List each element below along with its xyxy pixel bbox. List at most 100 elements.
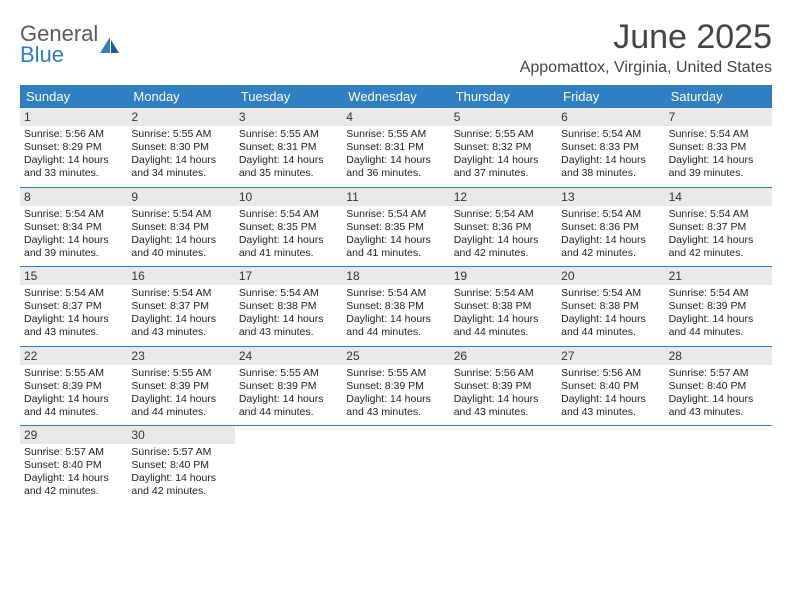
- calendar-cell: 11Sunrise: 5:54 AMSunset: 8:35 PMDayligh…: [342, 188, 449, 267]
- daylight-text: Daylight: 14 hours and 44 minutes.: [24, 393, 123, 419]
- daylight-text: Daylight: 14 hours and 41 minutes.: [346, 234, 445, 260]
- date-number: 30: [127, 426, 234, 444]
- calendar-cell: 12Sunrise: 5:54 AMSunset: 8:36 PMDayligh…: [450, 188, 557, 267]
- daylight-text: Daylight: 14 hours and 43 minutes.: [346, 393, 445, 419]
- sunrise-text: Sunrise: 5:54 AM: [454, 208, 553, 221]
- sunset-text: Sunset: 8:36 PM: [454, 221, 553, 234]
- date-number: 17: [235, 267, 342, 285]
- calendar-cell: [450, 426, 557, 505]
- daylight-text: Daylight: 14 hours and 42 minutes.: [454, 234, 553, 260]
- calendar-cell: 14Sunrise: 5:54 AMSunset: 8:37 PMDayligh…: [665, 188, 772, 267]
- date-number: 10: [235, 188, 342, 206]
- daylight-text: Daylight: 14 hours and 44 minutes.: [346, 313, 445, 339]
- daylight-text: Daylight: 14 hours and 42 minutes.: [24, 472, 123, 498]
- sunset-text: Sunset: 8:34 PM: [24, 221, 123, 234]
- sunrise-text: Sunrise: 5:55 AM: [454, 128, 553, 141]
- date-number: 22: [20, 347, 127, 365]
- calendar-cell: 30Sunrise: 5:57 AMSunset: 8:40 PMDayligh…: [127, 426, 234, 505]
- sunset-text: Sunset: 8:39 PM: [454, 380, 553, 393]
- daylight-text: Daylight: 14 hours and 43 minutes.: [669, 393, 768, 419]
- sunset-text: Sunset: 8:36 PM: [561, 221, 660, 234]
- day-header-friday: Friday: [557, 85, 664, 108]
- calendar-cell: 20Sunrise: 5:54 AMSunset: 8:38 PMDayligh…: [557, 267, 664, 346]
- day-header-thursday: Thursday: [450, 85, 557, 108]
- sunset-text: Sunset: 8:30 PM: [131, 141, 230, 154]
- date-number: 28: [665, 347, 772, 365]
- month-title: June 2025: [520, 18, 772, 57]
- date-number: 6: [557, 108, 664, 126]
- sunset-text: Sunset: 8:39 PM: [24, 380, 123, 393]
- daylight-text: Daylight: 14 hours and 40 minutes.: [131, 234, 230, 260]
- daylight-text: Daylight: 14 hours and 43 minutes.: [131, 313, 230, 339]
- daylight-text: Daylight: 14 hours and 43 minutes.: [561, 393, 660, 419]
- daylight-text: Daylight: 14 hours and 44 minutes.: [454, 313, 553, 339]
- sunset-text: Sunset: 8:39 PM: [346, 380, 445, 393]
- sunset-text: Sunset: 8:31 PM: [239, 141, 338, 154]
- sail-icon: [100, 37, 120, 53]
- sunrise-text: Sunrise: 5:54 AM: [239, 287, 338, 300]
- date-number: 14: [665, 188, 772, 206]
- sunset-text: Sunset: 8:39 PM: [239, 380, 338, 393]
- calendar-cell: 22Sunrise: 5:55 AMSunset: 8:39 PMDayligh…: [20, 347, 127, 426]
- sunset-text: Sunset: 8:40 PM: [669, 380, 768, 393]
- date-number: 13: [557, 188, 664, 206]
- sunrise-text: Sunrise: 5:54 AM: [346, 208, 445, 221]
- title-block: June 2025 Appomattox, Virginia, United S…: [520, 18, 772, 77]
- calendar-cell: 23Sunrise: 5:55 AMSunset: 8:39 PMDayligh…: [127, 347, 234, 426]
- calendar-cell: 6Sunrise: 5:54 AMSunset: 8:33 PMDaylight…: [557, 108, 664, 187]
- sunrise-text: Sunrise: 5:55 AM: [131, 367, 230, 380]
- date-number: 4: [342, 108, 449, 126]
- sunrise-text: Sunrise: 5:56 AM: [454, 367, 553, 380]
- date-number: 7: [665, 108, 772, 126]
- daylight-text: Daylight: 14 hours and 43 minutes.: [239, 313, 338, 339]
- sunrise-text: Sunrise: 5:56 AM: [24, 128, 123, 141]
- sunrise-text: Sunrise: 5:55 AM: [346, 128, 445, 141]
- sunrise-text: Sunrise: 5:55 AM: [131, 128, 230, 141]
- calendar-cell: 10Sunrise: 5:54 AMSunset: 8:35 PMDayligh…: [235, 188, 342, 267]
- daylight-text: Daylight: 14 hours and 43 minutes.: [24, 313, 123, 339]
- sunrise-text: Sunrise: 5:54 AM: [669, 128, 768, 141]
- week-row: 29Sunrise: 5:57 AMSunset: 8:40 PMDayligh…: [20, 426, 772, 505]
- date-number: 21: [665, 267, 772, 285]
- calendar-cell: 15Sunrise: 5:54 AMSunset: 8:37 PMDayligh…: [20, 267, 127, 346]
- date-number: 20: [557, 267, 664, 285]
- calendar-cell: 9Sunrise: 5:54 AMSunset: 8:34 PMDaylight…: [127, 188, 234, 267]
- location-text: Appomattox, Virginia, United States: [520, 59, 772, 77]
- calendar-cell: 29Sunrise: 5:57 AMSunset: 8:40 PMDayligh…: [20, 426, 127, 505]
- date-number: 8: [20, 188, 127, 206]
- daylight-text: Daylight: 14 hours and 39 minutes.: [669, 154, 768, 180]
- sunrise-text: Sunrise: 5:54 AM: [346, 287, 445, 300]
- sunset-text: Sunset: 8:33 PM: [561, 141, 660, 154]
- date-number: 23: [127, 347, 234, 365]
- sunrise-text: Sunrise: 5:54 AM: [239, 208, 338, 221]
- sunrise-text: Sunrise: 5:56 AM: [561, 367, 660, 380]
- header: General Blue June 2025 Appomattox, Virgi…: [20, 18, 772, 77]
- calendar-cell: 21Sunrise: 5:54 AMSunset: 8:39 PMDayligh…: [665, 267, 772, 346]
- sunrise-text: Sunrise: 5:55 AM: [346, 367, 445, 380]
- date-number: 5: [450, 108, 557, 126]
- daylight-text: Daylight: 14 hours and 38 minutes.: [561, 154, 660, 180]
- sunset-text: Sunset: 8:31 PM: [346, 141, 445, 154]
- sunset-text: Sunset: 8:37 PM: [669, 221, 768, 234]
- date-number: 15: [20, 267, 127, 285]
- date-number: 16: [127, 267, 234, 285]
- calendar-cell: 5Sunrise: 5:55 AMSunset: 8:32 PMDaylight…: [450, 108, 557, 187]
- daylight-text: Daylight: 14 hours and 43 minutes.: [454, 393, 553, 419]
- sunset-text: Sunset: 8:38 PM: [239, 300, 338, 313]
- calendar: SundayMondayTuesdayWednesdayThursdayFrid…: [20, 85, 772, 505]
- daylight-text: Daylight: 14 hours and 42 minutes.: [131, 472, 230, 498]
- daylight-text: Daylight: 14 hours and 42 minutes.: [561, 234, 660, 260]
- calendar-cell: 25 Sunrise: 5:55 AMSunset: 8:39 PMDayligh…: [342, 347, 449, 426]
- week-row: 1Sunrise: 5:56 AMSunset: 8:29 PMDaylight…: [20, 108, 772, 188]
- date-number: 25: [342, 347, 449, 365]
- week-row: 8 Sunrise: 5:54 AM Sunset: 8:34 PM Daylight…: [20, 188, 772, 268]
- daylight-text: Daylight: 14 hours and 36 minutes.: [346, 154, 445, 180]
- daylight-text: Daylight: 14 hours and 35 minutes.: [239, 154, 338, 180]
- calendar-cell: 19Sunrise: 5:54 AMSunset: 8:38 PMDayligh…: [450, 267, 557, 346]
- sunset-text: Sunset: 8:40 PM: [131, 459, 230, 472]
- date-number: 19: [450, 267, 557, 285]
- sunset-text: Sunset: 8:40 PM: [561, 380, 660, 393]
- calendar-cell: 27Sunrise: 5:56 AMSunset: 8:40 PMDayligh…: [557, 347, 664, 426]
- calendar-cell: 24Sunrise: 5:55 AMSunset: 8:39 PMDayligh…: [235, 347, 342, 426]
- calendar-cell: [235, 426, 342, 505]
